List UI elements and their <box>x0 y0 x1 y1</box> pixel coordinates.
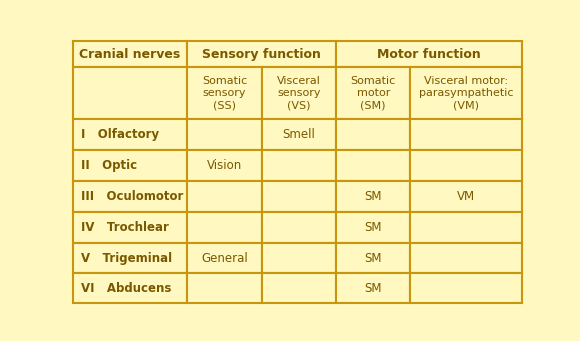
Bar <box>187 273 262 303</box>
Bar <box>411 212 522 243</box>
Text: Cranial nerves: Cranial nerves <box>79 47 180 60</box>
Bar <box>72 119 187 150</box>
Bar <box>262 150 336 181</box>
Text: SM: SM <box>364 282 382 295</box>
Bar <box>336 150 411 181</box>
Bar <box>336 181 411 212</box>
Text: Somatic
motor
(SM): Somatic motor (SM) <box>350 76 396 110</box>
Bar <box>72 41 187 67</box>
Bar <box>411 119 522 150</box>
Text: VM: VM <box>457 190 475 203</box>
Bar <box>187 243 262 273</box>
Bar <box>411 181 522 212</box>
Text: V   Trigeminal: V Trigeminal <box>81 252 172 265</box>
Text: Visceral motor:
parasympathetic
(VM): Visceral motor: parasympathetic (VM) <box>419 76 513 110</box>
Bar <box>187 119 262 150</box>
Text: Motor function: Motor function <box>377 47 481 60</box>
Bar <box>411 243 522 273</box>
Text: Vision: Vision <box>207 159 242 172</box>
Bar <box>336 243 411 273</box>
Bar <box>411 150 522 181</box>
Text: SM: SM <box>364 221 382 234</box>
Bar <box>262 181 336 212</box>
Bar <box>72 212 187 243</box>
Bar <box>187 67 262 119</box>
Bar <box>187 150 262 181</box>
Bar <box>336 41 522 67</box>
Bar <box>72 181 187 212</box>
Bar <box>262 67 336 119</box>
Bar <box>72 243 187 273</box>
Text: II   Optic: II Optic <box>81 159 137 172</box>
Bar <box>411 273 522 303</box>
Bar <box>187 41 336 67</box>
Text: IV   Trochlear: IV Trochlear <box>81 221 168 234</box>
Bar <box>187 212 262 243</box>
Text: Smell: Smell <box>282 128 316 142</box>
Text: Visceral
sensory
(VS): Visceral sensory (VS) <box>277 76 321 110</box>
Bar <box>72 67 187 119</box>
Bar <box>336 119 411 150</box>
Text: III   Oculomotor: III Oculomotor <box>81 190 183 203</box>
Text: I   Olfactory: I Olfactory <box>81 128 159 142</box>
Bar <box>411 67 522 119</box>
Text: SM: SM <box>364 190 382 203</box>
Bar <box>72 150 187 181</box>
Bar <box>187 181 262 212</box>
Text: Sensory function: Sensory function <box>202 47 321 60</box>
Text: SM: SM <box>364 252 382 265</box>
Bar <box>262 243 336 273</box>
Bar <box>336 273 411 303</box>
Bar <box>262 273 336 303</box>
Text: General: General <box>201 252 248 265</box>
Bar <box>336 67 411 119</box>
Text: VI   Abducens: VI Abducens <box>81 282 171 295</box>
Bar <box>72 273 187 303</box>
Bar <box>336 212 411 243</box>
Bar <box>262 212 336 243</box>
Text: Somatic
sensory
(SS): Somatic sensory (SS) <box>202 76 247 110</box>
Bar <box>262 119 336 150</box>
